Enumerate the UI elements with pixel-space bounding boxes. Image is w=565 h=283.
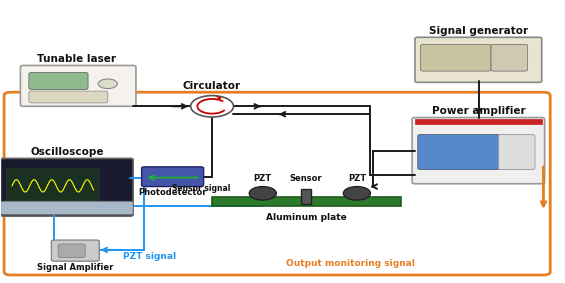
FancyBboxPatch shape <box>415 37 542 82</box>
FancyBboxPatch shape <box>418 134 499 170</box>
Circle shape <box>344 186 371 200</box>
Text: Tunable laser: Tunable laser <box>37 54 116 64</box>
Text: PZT: PZT <box>348 174 366 183</box>
FancyBboxPatch shape <box>491 44 528 71</box>
Text: Signal generator: Signal generator <box>429 26 528 36</box>
Text: Output monitoring signal: Output monitoring signal <box>286 259 415 268</box>
Text: PZT signal: PZT signal <box>124 252 177 261</box>
FancyBboxPatch shape <box>1 201 133 215</box>
FancyBboxPatch shape <box>142 167 203 186</box>
FancyBboxPatch shape <box>420 44 491 71</box>
FancyBboxPatch shape <box>51 240 99 261</box>
Circle shape <box>190 96 233 117</box>
Bar <box>301 188 311 204</box>
Text: Aluminum plate: Aluminum plate <box>266 213 346 222</box>
Circle shape <box>249 186 276 200</box>
FancyBboxPatch shape <box>498 134 535 170</box>
Circle shape <box>98 79 118 89</box>
Text: Circulator: Circulator <box>183 82 241 91</box>
Text: Sensor signal: Sensor signal <box>172 184 230 193</box>
FancyBboxPatch shape <box>20 65 136 106</box>
FancyBboxPatch shape <box>412 117 545 184</box>
Text: PZT: PZT <box>254 174 272 183</box>
Text: Photodetector: Photodetector <box>138 188 207 197</box>
FancyBboxPatch shape <box>6 168 99 203</box>
FancyBboxPatch shape <box>29 72 88 89</box>
FancyBboxPatch shape <box>29 91 108 103</box>
FancyBboxPatch shape <box>1 158 133 216</box>
Bar <box>415 119 542 124</box>
FancyBboxPatch shape <box>58 244 85 258</box>
Text: Signal Amplifier: Signal Amplifier <box>37 263 114 272</box>
Text: Oscilloscope: Oscilloscope <box>31 147 104 157</box>
Text: Sensor: Sensor <box>289 174 322 183</box>
Text: Power amplifier: Power amplifier <box>432 106 525 116</box>
Bar <box>212 197 401 206</box>
